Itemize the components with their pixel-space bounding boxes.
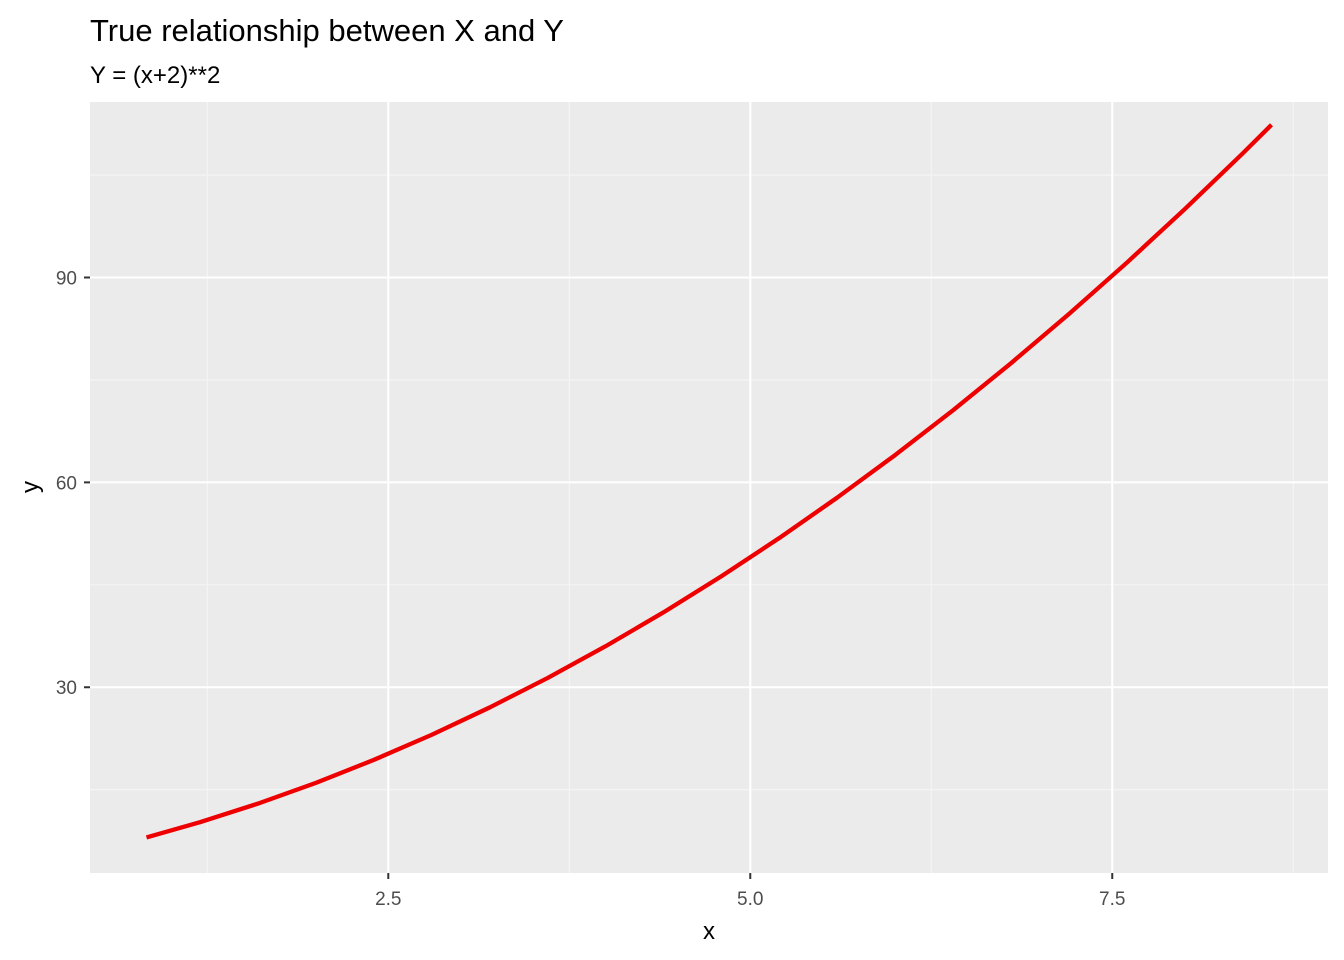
- chart-title: True relationship between X and Y: [90, 13, 564, 48]
- y-tick-label: 30: [56, 678, 77, 699]
- y-tick-label: 60: [56, 473, 77, 494]
- plot-panel: [90, 102, 1328, 873]
- x-axis-title: x: [703, 918, 715, 945]
- x-tick-label: 7.5: [1099, 889, 1125, 910]
- major-gridlines: [90, 102, 1328, 873]
- series-line: [145, 123, 1274, 840]
- chart-subtitle: Y = (x+2)**2: [90, 62, 220, 89]
- y-tick-label: 90: [56, 269, 77, 290]
- y-axis-title: y: [17, 481, 44, 493]
- x-tick-label: 2.5: [375, 889, 401, 910]
- x-tick-label: 5.0: [737, 889, 763, 910]
- x-axis: 2.5 5.0 7.5: [375, 873, 1125, 910]
- series-layer: [145, 123, 1274, 840]
- y-axis: 30 60 90: [56, 269, 90, 699]
